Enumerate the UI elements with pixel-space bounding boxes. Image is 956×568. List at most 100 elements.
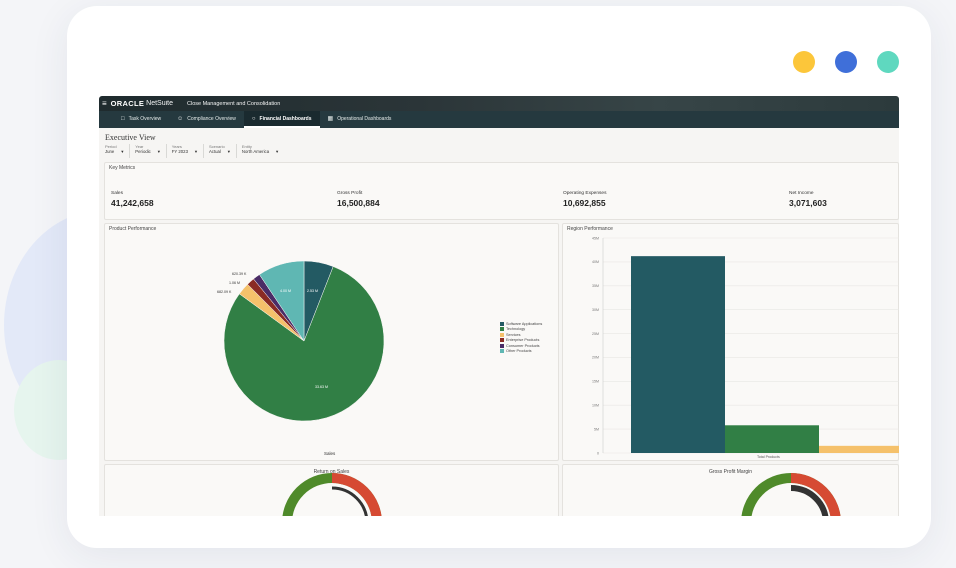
- filter-label: Entity: [241, 144, 252, 149]
- bar-series-1[interactable]: [631, 256, 725, 453]
- filter-year[interactable]: Year Periodic ▼: [129, 144, 166, 158]
- tab-task-overview[interactable]: □ Task Overview: [113, 111, 169, 128]
- blue-dot: [835, 51, 857, 73]
- slice-label: 682.09 K: [217, 290, 232, 294]
- x-tick-label: Total Products: [757, 455, 780, 459]
- key-metrics-panel: Key Metrics Sales 41,242,658 Gross Profi…: [104, 162, 899, 220]
- filter-period[interactable]: Period June ▼: [105, 144, 129, 158]
- legend-item[interactable]: Technology: [500, 327, 542, 333]
- y-tick-label: 40M: [592, 260, 599, 264]
- filter-value: June: [105, 149, 115, 154]
- panel-title: Gross Profit Margin: [708, 469, 753, 475]
- legend-item[interactable]: Other Products: [500, 349, 542, 355]
- pie-chart: [223, 260, 385, 422]
- metric-operating-expenses: Operating Expenses 10,692,855: [563, 191, 606, 208]
- yellow-dot: [793, 51, 815, 73]
- slice-label: 4.00 M: [280, 289, 291, 293]
- module-title: Close Management and Consolidation: [187, 100, 281, 107]
- return-on-sales-panel: Return on Sales: [104, 464, 559, 516]
- y-tick-label: 15M: [592, 380, 599, 384]
- y-tick-label: 20M: [592, 356, 599, 360]
- metric-value: 10,692,855: [563, 198, 606, 208]
- filter-scenario[interactable]: Scenario Actual ▼: [202, 144, 236, 158]
- page-title: Executive View: [105, 133, 156, 142]
- top-bar: ≡ ORACLE NetSuite Close Management and C…: [99, 96, 899, 111]
- metric-value: 41,242,658: [111, 198, 154, 208]
- legend-swatch: [500, 349, 504, 354]
- legend-swatch: [500, 338, 504, 343]
- gauge-value-arc: [331, 473, 382, 516]
- tab-compliance-overview[interactable]: ☺ Compliance Overview: [169, 111, 244, 128]
- metric-label: Operating Expenses: [563, 191, 607, 196]
- filter-value: FY 2023: [171, 149, 188, 154]
- y-tick-label: 45M: [592, 236, 599, 240]
- filter-entity[interactable]: Entity North America ▼: [235, 144, 284, 158]
- legend-item[interactable]: Consumer Products: [500, 343, 542, 349]
- slice-label: 2.53 M: [307, 289, 318, 293]
- nav-bar: □ Task Overview ☺ Compliance Overview ○ …: [99, 111, 899, 128]
- bar-chart: 0 5M 10M 15M 20M 25M 30M 35M 40M 45M: [592, 236, 899, 455]
- filter-value: Actual: [208, 149, 221, 154]
- tab-operational-dashboards[interactable]: ▦ Operational Dashboards: [320, 111, 400, 128]
- bar-series-2[interactable]: [725, 425, 819, 453]
- metric-gross-profit: Gross Profit 16,500,884: [337, 191, 380, 208]
- y-tick-label: 10M: [592, 404, 599, 408]
- oracle-logo[interactable]: ORACLE: [110, 99, 145, 108]
- caret-down-icon: ▼: [275, 149, 280, 154]
- bar-series-3[interactable]: [819, 445, 899, 453]
- lock-icon: ○: [251, 115, 256, 122]
- filter-label: Scenario: [208, 144, 225, 149]
- pie-slice-other-products[interactable]: [259, 260, 305, 342]
- gross-profit-margin-gauge: [741, 473, 841, 516]
- pie-xlabel: Sales: [324, 451, 336, 456]
- gauge-inner-arc: [790, 485, 829, 516]
- metric-label: Gross Profit: [337, 191, 363, 196]
- legend-label: Enterprise Products: [506, 338, 540, 343]
- green-dot: [877, 51, 899, 73]
- y-tick-label: 25M: [592, 332, 599, 336]
- return-on-sales-gauge: [282, 473, 382, 516]
- y-tick-label: 0: [597, 451, 599, 455]
- legend-label: Software Applications: [506, 321, 543, 326]
- legend-item[interactable]: Services: [500, 332, 542, 338]
- region-performance-panel: Region Performance 0 5M 10M 15M 20M 25M 30M 35M…: [562, 223, 899, 461]
- tab-label: Operational Dashboards: [337, 115, 392, 122]
- legend-item[interactable]: Software Applications: [500, 321, 542, 327]
- metric-label: Sales: [111, 191, 123, 196]
- legend-label: Other Products: [506, 349, 532, 354]
- legend-swatch: [500, 332, 504, 337]
- hamburger-icon[interactable]: ≡: [102, 99, 107, 108]
- tab-label: Financial Dashboards: [259, 115, 312, 122]
- filter-years[interactable]: Years FY 2023 ▼: [165, 144, 203, 158]
- legend-item[interactable]: Enterprise Products: [500, 338, 542, 344]
- filter-value: North America: [241, 149, 270, 154]
- slice-label: 620.39 K: [232, 272, 247, 276]
- panel-title: Key Metrics: [109, 165, 136, 171]
- y-tick-label: 35M: [592, 284, 599, 288]
- tab-financial-dashboards[interactable]: ○ Financial Dashboards: [243, 111, 320, 128]
- product-performance-panel: Product Performance 2.53 M 33.63 M 682.0…: [104, 223, 559, 461]
- caret-down-icon: ▼: [156, 149, 161, 154]
- legend-label: Consumer Products: [506, 343, 540, 348]
- slice-label: 1.06 M: [229, 281, 240, 285]
- caret-down-icon: ▼: [193, 149, 198, 154]
- legend-label: Services: [506, 332, 521, 337]
- app-window: ≡ ORACLE NetSuite Close Management and C…: [99, 96, 899, 516]
- panel-title: Product Performance: [109, 226, 157, 232]
- gauge-inner-arc: [331, 486, 368, 516]
- filter-bar: Period June ▼ Year Periodic ▼ Years FY 202…: [99, 144, 899, 158]
- person-icon: ☺: [177, 115, 184, 122]
- filter-label: Years: [171, 144, 182, 149]
- panel-title: Region Performance: [567, 226, 613, 232]
- calendar-icon: □: [121, 115, 125, 122]
- pie-slice-technology[interactable]: [223, 266, 385, 422]
- metric-label: Net Income: [789, 191, 814, 196]
- product-name: NetSuite: [146, 100, 173, 107]
- grid-icon: ▦: [327, 116, 334, 122]
- legend-label: Technology: [506, 327, 526, 332]
- metric-value: 16,500,884: [337, 198, 380, 208]
- y-tick-label: 30M: [592, 308, 599, 312]
- metric-sales: Sales 41,242,658: [111, 191, 154, 208]
- filter-label: Period: [105, 144, 117, 149]
- panel-title: Return on Sales: [313, 469, 350, 475]
